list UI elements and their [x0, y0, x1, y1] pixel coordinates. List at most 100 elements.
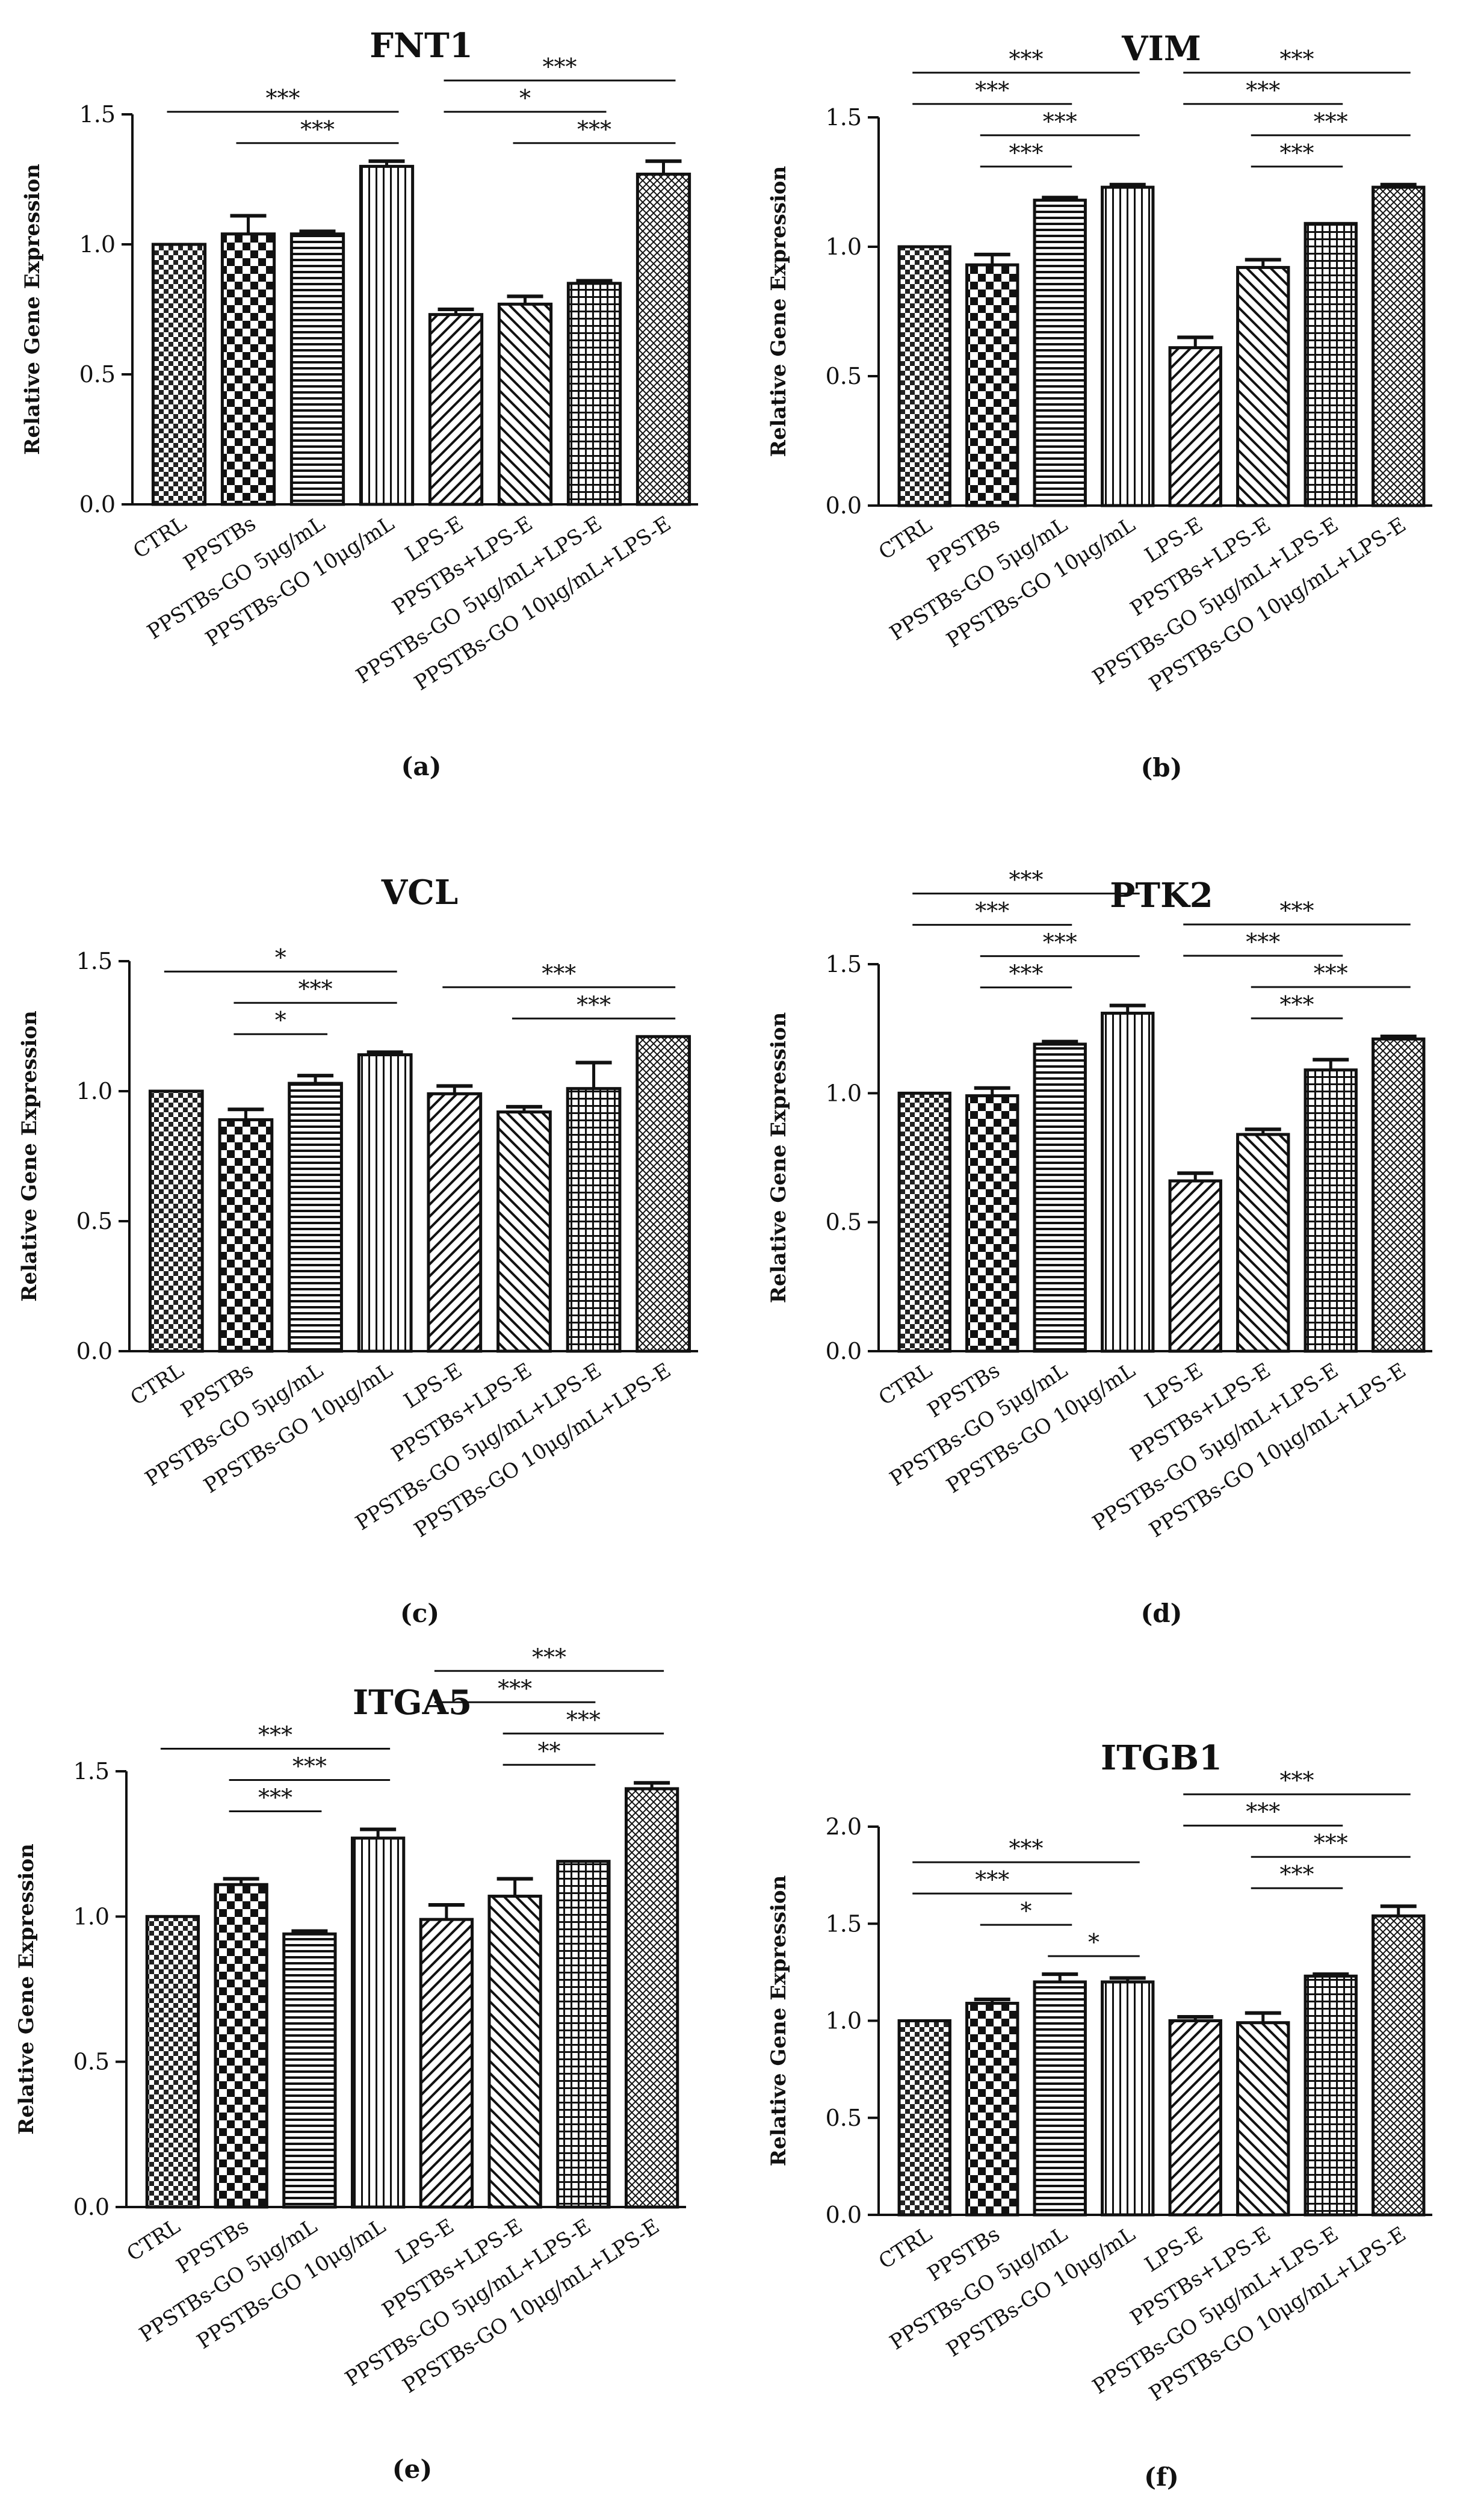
y-tick-label: 0.5 [826, 2105, 862, 2131]
bar [1304, 221, 1358, 507]
bar [487, 1895, 542, 2209]
bar [428, 313, 484, 506]
significance-label: *** [1314, 108, 1348, 135]
significance-label: *** [1280, 1767, 1314, 1794]
bar [289, 232, 345, 506]
y-tick-label: 0.0 [826, 2202, 862, 2228]
significance-label: *** [300, 116, 335, 143]
y-tick-label: 1.5 [826, 1910, 862, 1937]
panel-label: (f) [1144, 2462, 1179, 2492]
significance-label: *** [1009, 1835, 1044, 1862]
bar [151, 243, 207, 506]
y-axis-label: Relative Gene Expression [767, 166, 791, 457]
bar [218, 1118, 274, 1353]
significance-label: *** [1280, 46, 1314, 72]
significance-label: *** [975, 898, 1009, 924]
y-tick-label: 1.5 [79, 101, 116, 128]
bar [1372, 1037, 1426, 1353]
significance-label: *** [1009, 867, 1044, 893]
significance-label: *** [566, 1706, 601, 1733]
significance-label: *** [1314, 1830, 1348, 1856]
significance-label: *** [543, 54, 577, 80]
y-tick-label: 0.5 [826, 363, 862, 389]
y-axis-label: Relative Gene Expression [14, 1844, 39, 2135]
significance-label: *** [1009, 46, 1044, 72]
y-tick-label: 1.5 [826, 951, 862, 977]
bar [148, 1089, 204, 1353]
significance-label: * [1021, 1898, 1032, 1924]
y-tick-label: 1.0 [826, 234, 862, 260]
bar [1372, 185, 1426, 507]
significance-label: *** [1280, 1861, 1314, 1887]
significance-label: *** [258, 1722, 292, 1748]
significance-label: *** [1009, 961, 1044, 987]
bar [350, 1836, 406, 2209]
chart-title: VIM [1121, 29, 1201, 69]
y-tick-label: 0.5 [826, 1209, 862, 1236]
significance-label: *** [975, 77, 1009, 104]
chart-panel-0: FNT1 Relative Gene Expression 0.0 0.5 1.0 1.5… [20, 26, 698, 781]
y-tick-label: 1.5 [76, 948, 113, 974]
significance-label: *** [577, 116, 611, 143]
significance-label: *** [1314, 960, 1348, 986]
significance-label: *** [258, 1785, 292, 1811]
significance-label: *** [532, 1644, 566, 1670]
significance-label: *** [1246, 1798, 1280, 1825]
bar [497, 302, 553, 506]
panel-label: (b) [1140, 753, 1182, 782]
bar [496, 1110, 552, 1353]
y-tick-label: 0.5 [73, 2049, 110, 2075]
y-tick-label: 1.0 [79, 231, 116, 258]
significance-label: *** [1280, 140, 1314, 166]
significance-label: * [275, 1007, 286, 1033]
bar [1236, 1133, 1290, 1353]
bar [1304, 1974, 1358, 2217]
bar [566, 1087, 622, 1353]
significance-label: *** [975, 1866, 1009, 1893]
bar [1033, 1980, 1087, 2217]
bar [357, 1053, 413, 1353]
bar [419, 1918, 474, 2209]
bar [897, 2019, 951, 2217]
y-axis-label: Relative Gene Expression [17, 1011, 42, 1302]
significance-label: *** [298, 976, 333, 1002]
significance-label: *** [1009, 140, 1044, 166]
bar [1236, 2021, 1290, 2217]
bar [1168, 2019, 1222, 2217]
panel-label: (c) [400, 1599, 439, 1628]
bar [624, 1787, 679, 2209]
bar [965, 2001, 1019, 2217]
y-tick-label: 0.5 [79, 361, 116, 388]
chart-title: FNT1 [370, 26, 473, 66]
bar [145, 1915, 200, 2209]
bar [1101, 1011, 1155, 1353]
bar [897, 245, 951, 507]
bar [636, 172, 691, 506]
y-tick-label: 1.0 [826, 2008, 862, 2034]
y-axis-label: Relative Gene Expression [767, 1875, 791, 2167]
panel-label: (e) [392, 2454, 432, 2484]
bar [359, 164, 415, 506]
bar [288, 1082, 343, 1353]
significance-label: *** [1043, 108, 1077, 135]
bar [282, 1932, 337, 2209]
y-tick-label: 1.0 [826, 1080, 862, 1106]
significance-label: * [1088, 1929, 1099, 1955]
bar [1304, 1068, 1358, 1353]
bar [1033, 1042, 1087, 1353]
y-tick-label: 1.5 [826, 104, 862, 131]
y-tick-label: 0.0 [76, 1338, 113, 1364]
chart-title: VCL [381, 873, 458, 912]
bar [214, 1883, 268, 2209]
bar [965, 263, 1019, 507]
significance-label: *** [266, 85, 300, 111]
bar [220, 232, 276, 506]
panel-label: (d) [1140, 1599, 1182, 1628]
bar [965, 1094, 1019, 1353]
bar [897, 1091, 951, 1353]
y-tick-label: 0.0 [826, 1338, 862, 1364]
y-tick-label: 0.5 [76, 1208, 113, 1234]
